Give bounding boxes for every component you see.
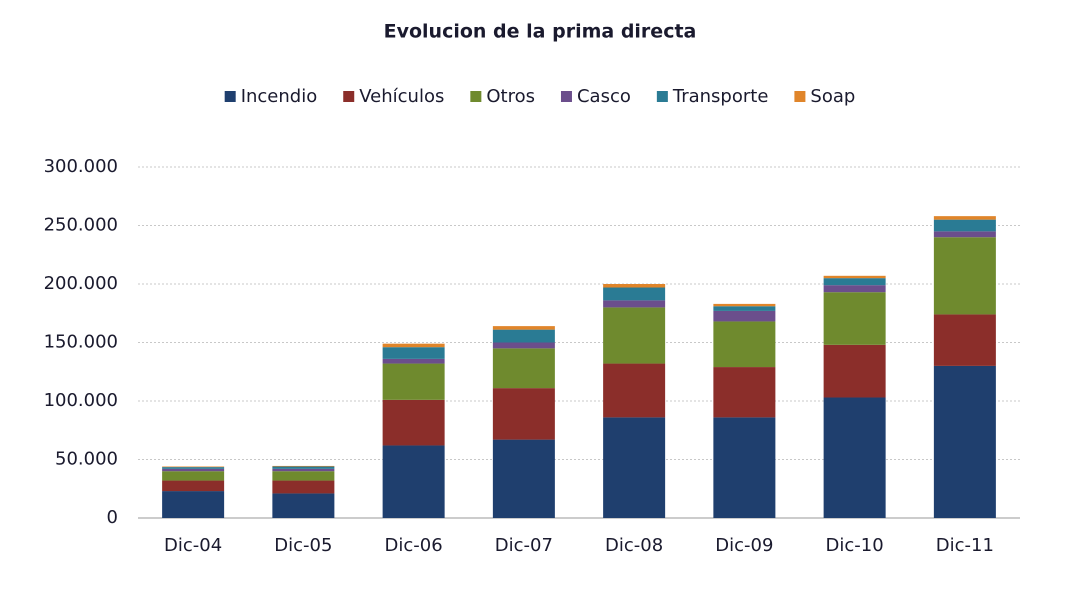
x-tick-label: Dic-11 [936,535,994,556]
legend-swatch [470,91,482,102]
bar-segment [933,231,996,238]
bar-segment [272,468,335,472]
bar-segment [492,388,555,440]
bar-segment [823,285,886,293]
bar-segment [492,329,555,343]
bar-segment [713,306,776,311]
bar-segment [933,314,996,366]
bar-segment [603,300,666,308]
x-tick-label: Dic-06 [385,535,443,556]
x-tick-label: Dic-10 [826,535,884,556]
legend-label: Soap [810,86,855,107]
y-tick-label: 0 [107,507,118,528]
bar-segment [382,445,445,518]
bar-segment [162,467,225,469]
bar-segment [823,278,886,286]
bar-segment [162,466,225,468]
bar-segment [713,310,776,322]
bar-segment [603,363,666,418]
bar-segment [382,358,445,364]
bar-segment [272,465,335,467]
bar-segment [933,216,996,220]
x-tick-label: Dic-08 [605,535,663,556]
bar-segment [492,326,555,330]
bar-segment [823,344,886,398]
legend-swatch [656,91,668,102]
x-tick-label: Dic-04 [164,535,222,556]
y-tick-label: 250.000 [44,215,118,236]
legend-label: Incendio [241,86,318,107]
x-tick-label: Dic-07 [495,535,553,556]
bar-segment [933,219,996,232]
bar-segment [382,363,445,400]
legend-swatch [343,91,355,102]
bar-segment [603,284,666,288]
bar-segment [603,417,666,518]
legend-label: Casco [577,86,631,107]
bar-segment [382,343,445,348]
bar-segment [492,342,555,349]
legend-swatch [224,91,236,102]
bar-segment [713,303,776,307]
y-tick-label: 150.000 [44,332,118,353]
chart-title: Evolucion de la prima directa [384,21,697,43]
bar-segment [823,397,886,518]
bar-segment [603,307,666,364]
legend-label: Vehículos [359,86,444,107]
bar-segment [272,466,335,469]
bar-segment [823,275,886,279]
x-tick-label: Dic-09 [715,535,773,556]
bar-segment [492,439,555,518]
bar-segment [162,471,225,481]
legend-swatch [794,91,806,102]
bar-segment [713,321,776,368]
bar-segment [823,292,886,345]
bar-segment [272,480,335,494]
bar-segment [713,367,776,418]
legend-label: Transporte [672,86,769,107]
legend-swatch [560,91,572,102]
legend-label: Otros [486,86,535,107]
bar-segment [272,471,335,481]
bar-segment [933,237,996,315]
y-tick-label: 100.000 [44,390,118,411]
bar-segment [382,347,445,359]
bar-segment [162,468,225,472]
bar-segment [382,399,445,446]
bar-segment [272,493,335,518]
bar-segment [162,491,225,518]
bar-segment [603,287,666,301]
y-tick-label: 200.000 [44,273,118,294]
bar-segment [713,417,776,518]
bar-segment [933,365,996,518]
bar-segment [492,348,555,389]
y-tick-label: 50.000 [55,449,118,470]
bar-segment [162,480,225,492]
x-tick-label: Dic-05 [274,535,332,556]
y-tick-label: 300.000 [44,156,118,177]
